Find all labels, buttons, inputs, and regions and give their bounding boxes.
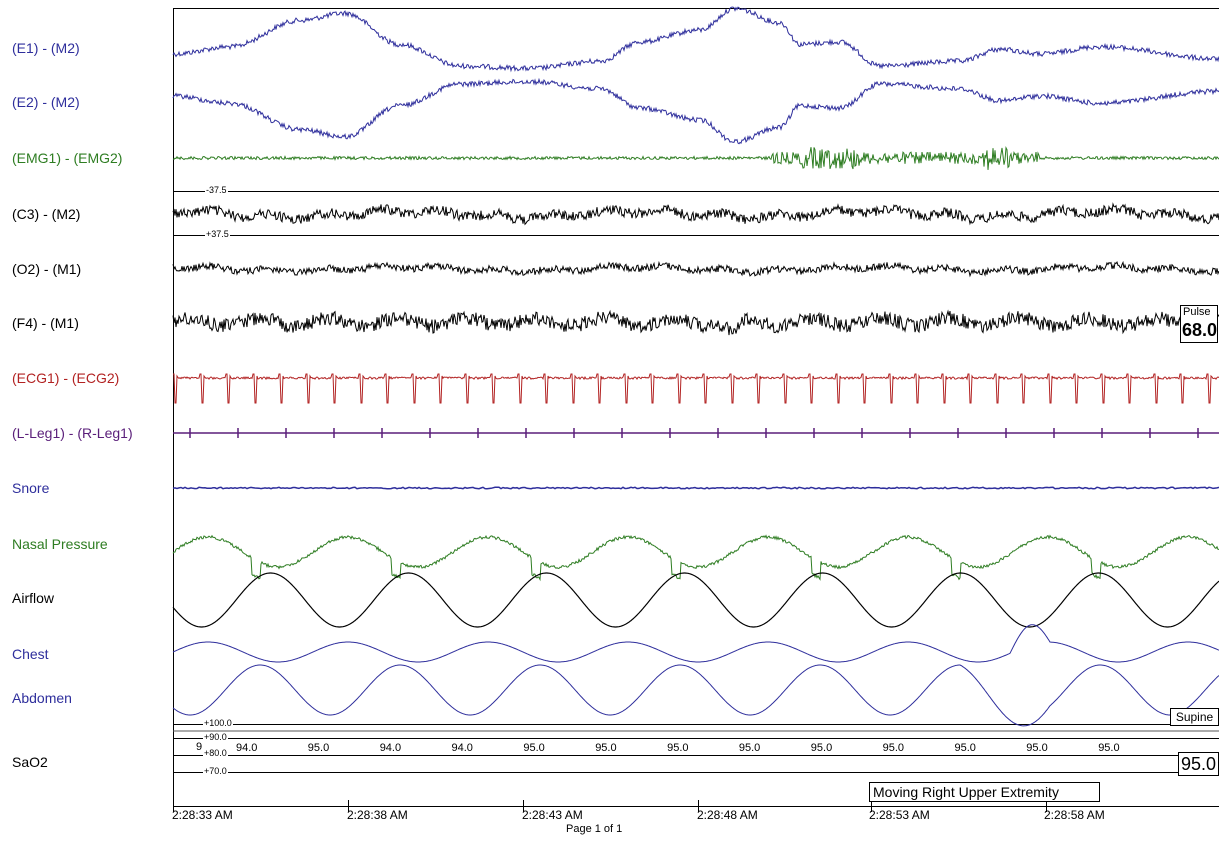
channel-label-12: Abdomen (12, 690, 72, 706)
trace-c3-m2 (172, 202, 1219, 226)
trace-e1-m2 (172, 6, 1219, 73)
sao2-value-label-1: 94.0 (236, 742, 257, 754)
channel-label-13: SaO2 (12, 754, 48, 770)
channel-label-1: (E2) - (M2) (12, 94, 80, 110)
event-annotation[interactable]: Moving Right Upper Extremity (869, 782, 1100, 802)
trace-chest (172, 624, 1219, 663)
time-label-3: 2:28:48 AM (697, 808, 758, 822)
page-indicator: Page 1 of 1 (566, 823, 623, 835)
channel-label-10: Airflow (12, 590, 55, 606)
time-label-5: 2:28:58 AM (1044, 808, 1105, 822)
trace-legs (173, 428, 1219, 438)
sao2-scale-100: +100.0 (203, 718, 233, 728)
c3-scale-top: -37.5 (205, 185, 228, 195)
sao2-value-label-9: 95.0 (811, 742, 832, 754)
trace-snore (172, 486, 1219, 490)
pulse-readout: Pulse 68.0 (1180, 305, 1218, 343)
sao2-value-label-10: 95.0 (883, 742, 904, 754)
time-label-2: 2:28:43 AM (522, 808, 583, 822)
channel-label-2: (EMG1) - (EMG2) (12, 150, 123, 166)
channel-label-8: Snore (12, 480, 50, 496)
sao2-value-label-13: 95.0 (1098, 742, 1119, 754)
pulse-value: 68.0 (1182, 320, 1218, 340)
trace-emg (172, 145, 1219, 170)
sao2-value-label-5: 95.0 (523, 742, 544, 754)
trace-abdomen (172, 664, 1219, 727)
sao2-value-label-8: 95.0 (739, 742, 760, 754)
trace-nasal-pressure (172, 534, 1219, 582)
channel-label-9: Nasal Pressure (12, 536, 108, 552)
sao2-scale-80: +80.0 (203, 748, 228, 758)
trace-f4-m1 (172, 309, 1219, 336)
sao2-fragment: 9 (196, 741, 203, 753)
sao2-value-label-11: 95.0 (955, 742, 976, 754)
channel-label-5: (F4) - (M1) (12, 315, 79, 331)
channel-label-6: (ECG1) - (ECG2) (12, 370, 120, 386)
channel-label-7: (L-Leg1) - (R-Leg1) (12, 425, 133, 441)
trace-airflow (172, 572, 1219, 628)
sao2-value-label-7: 95.0 (667, 742, 688, 754)
channel-label-4: (O2) - (M1) (12, 261, 82, 277)
time-label-1: 2:28:38 AM (347, 808, 408, 822)
time-label-4: 2:28:53 AM (869, 808, 930, 822)
sao2-current-value: 95.0 (1178, 752, 1219, 776)
trace-ecg (173, 373, 1219, 404)
trace-e2-m2 (172, 77, 1219, 145)
sao2-value-label-2: 95.0 (308, 742, 329, 754)
sao2-value-label-6: 95.0 (595, 742, 616, 754)
trace-o2-m1 (172, 260, 1219, 278)
sao2-value-label-3: 94.0 (380, 742, 401, 754)
channel-label-3: (C3) - (M2) (12, 206, 81, 222)
sao2-scale-90: +90.0 (203, 732, 228, 742)
sao2-scale-70: +70.0 (203, 766, 228, 776)
channel-label-11: Chest (12, 646, 49, 662)
sao2-value-label-4: 94.0 (452, 742, 473, 754)
c3-scale-bottom: +37.5 (205, 229, 230, 239)
sao2-value-label-12: 95.0 (1026, 742, 1047, 754)
channel-label-0: (E1) - (M2) (12, 40, 80, 56)
time-label-0: 2:28:33 AM (172, 808, 233, 822)
channel-label-column: (E1) - (M2) (E2) - (M2) (EMG1) - (EMG2) (C3… (0, 0, 172, 841)
body-position-badge: Supine (1170, 708, 1219, 726)
pulse-label: Pulse (1183, 306, 1211, 318)
